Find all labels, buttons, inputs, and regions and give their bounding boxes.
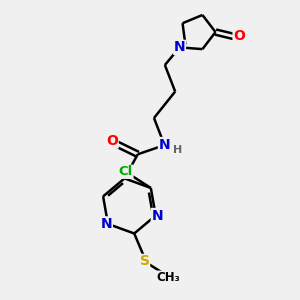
Text: N: N: [151, 208, 163, 223]
Text: S: S: [140, 254, 150, 268]
Text: H: H: [172, 145, 182, 154]
Text: Cl: Cl: [119, 165, 133, 178]
Text: CH₃: CH₃: [157, 271, 181, 284]
Text: O: O: [106, 134, 118, 148]
Text: N: N: [174, 40, 185, 54]
Text: O: O: [233, 29, 245, 44]
Text: N: N: [101, 217, 112, 231]
Text: N: N: [158, 137, 170, 152]
